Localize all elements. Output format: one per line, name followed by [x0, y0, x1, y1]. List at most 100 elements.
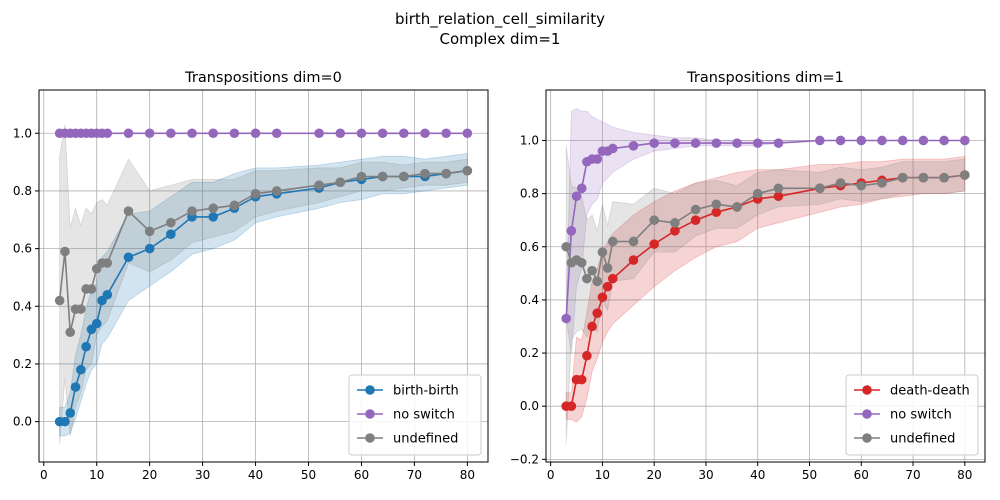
data-point — [250, 189, 261, 199]
subplot-title: Transpositions dim=0 — [184, 70, 342, 86]
data-point — [208, 212, 218, 222]
data-point — [561, 241, 571, 252]
data-point — [877, 135, 887, 146]
data-point — [607, 236, 618, 247]
data-point — [462, 165, 473, 176]
data-point — [628, 255, 639, 265]
data-point — [815, 183, 825, 194]
legend-item: death-death — [854, 384, 970, 399]
data-point — [592, 308, 603, 319]
data-point — [670, 218, 680, 228]
data-point — [670, 226, 680, 236]
legend-marker — [365, 433, 375, 443]
data-point — [960, 170, 970, 180]
legend: death-death no switch undefined — [845, 374, 979, 456]
data-point — [592, 154, 603, 164]
legend-marker — [365, 385, 375, 395]
figure-suptitle-line2: Complex dim=1 — [440, 30, 561, 48]
data-point — [628, 141, 639, 151]
data-point — [166, 229, 176, 239]
legend-label: birth-birth — [393, 384, 459, 399]
subplot-left: Transpositions dim=0 0 10 20 30 40 50 60 70 80 0.0… — [13, 70, 489, 482]
data-point — [649, 138, 659, 148]
data-point — [441, 128, 451, 139]
x-tick-label: 30 — [195, 468, 210, 482]
data-point — [314, 180, 324, 190]
y-tick-label: 1.0 — [13, 126, 32, 140]
y-tick-label: 0.4 — [520, 293, 539, 307]
legend-item: birth-birth — [357, 384, 459, 399]
data-point — [897, 172, 908, 183]
x-tick-label: 0 — [40, 468, 48, 482]
y-tick-label: 0.0 — [520, 399, 539, 413]
data-point — [773, 183, 784, 194]
data-point — [335, 128, 346, 139]
data-point — [732, 138, 742, 148]
data-point — [607, 143, 618, 154]
x-tick-label: 80 — [460, 468, 475, 482]
legend-item: no switch — [357, 408, 455, 423]
legend-item: undefined — [854, 432, 955, 447]
data-point — [314, 128, 324, 139]
x-tick-label: 40 — [248, 468, 263, 482]
data-point — [628, 236, 639, 247]
data-point — [271, 186, 282, 196]
data-point — [566, 226, 577, 236]
data-point — [576, 257, 587, 268]
legend-marker — [862, 433, 872, 443]
data-point — [144, 128, 155, 139]
data-point — [91, 318, 102, 329]
data-point — [86, 284, 97, 294]
y-tick-label: 0.4 — [13, 299, 32, 313]
legend-label: undefined — [393, 432, 458, 447]
data-point — [649, 215, 659, 225]
data-point — [773, 138, 784, 148]
data-point — [462, 128, 473, 139]
series-band — [565, 145, 966, 444]
x-tick-label: 0 — [547, 468, 555, 482]
data-point — [420, 168, 430, 179]
legend-frame — [845, 374, 979, 456]
data-point — [166, 217, 176, 228]
data-point — [399, 171, 409, 182]
data-point — [187, 206, 197, 216]
legend-item: undefined — [357, 432, 458, 447]
data-point — [815, 135, 825, 146]
x-tick-label: 20 — [647, 468, 662, 482]
data-point — [690, 138, 701, 148]
data-point — [166, 128, 176, 139]
legend-marker — [862, 409, 872, 419]
series-band — [59, 152, 468, 437]
y-tick-label: 0.8 — [520, 187, 539, 201]
x-tick-label: 30 — [698, 468, 713, 482]
axes-frame — [38, 89, 489, 463]
data-point — [597, 292, 608, 303]
data-point — [144, 243, 155, 254]
data-point — [65, 327, 76, 338]
data-point — [420, 128, 430, 139]
data-point — [76, 304, 86, 314]
data-point — [649, 239, 659, 249]
data-point — [70, 382, 81, 392]
legend-label: no switch — [890, 408, 952, 423]
legend-label: no switch — [393, 408, 455, 423]
y-tick-label: 0.8 — [13, 184, 32, 198]
data-point — [939, 135, 949, 146]
legend: birth-birth no switch undefined — [348, 374, 482, 456]
data-point — [377, 171, 388, 182]
data-point — [208, 128, 218, 139]
data-point — [356, 128, 367, 139]
data-point — [576, 374, 587, 385]
data-point — [377, 128, 388, 139]
data-point — [76, 364, 86, 375]
data-point — [576, 183, 587, 194]
x-tick-label: 50 — [301, 468, 316, 482]
data-point — [587, 321, 597, 332]
data-point — [877, 178, 887, 188]
data-point — [54, 295, 65, 306]
data-point — [711, 199, 722, 210]
data-point — [597, 247, 608, 257]
data-point — [602, 281, 613, 292]
data-point — [582, 273, 592, 284]
